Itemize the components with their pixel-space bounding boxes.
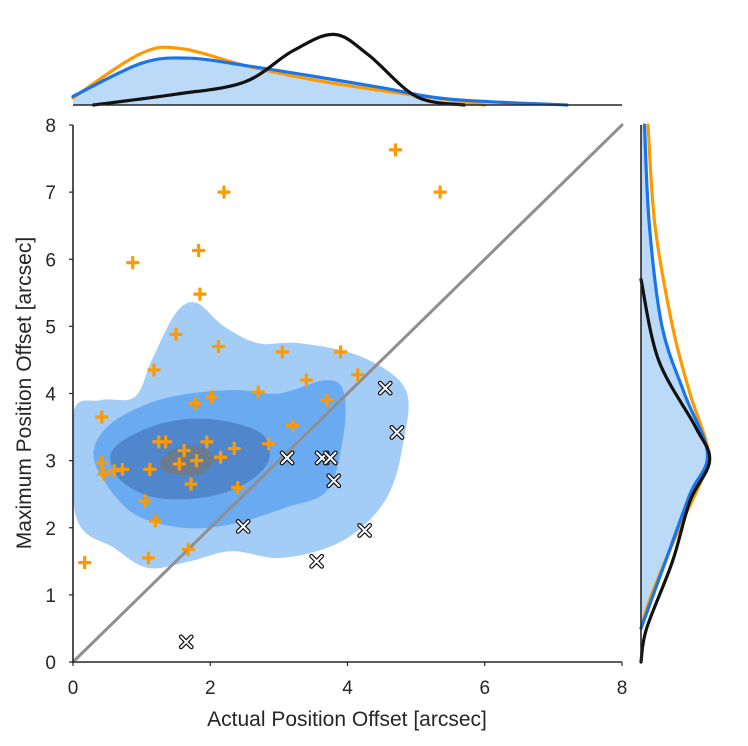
plus-marker bbox=[181, 542, 195, 556]
x-tick-label: 8 bbox=[617, 678, 628, 699]
x-marker bbox=[178, 634, 194, 650]
plus-marker bbox=[433, 185, 447, 199]
plus-marker bbox=[172, 457, 186, 471]
plus-marker bbox=[286, 419, 300, 433]
x-axis-label: Actual Position Offset [arcsec] bbox=[207, 708, 487, 731]
y-tick-label: 6 bbox=[45, 250, 56, 271]
x-tick-label: 6 bbox=[479, 678, 490, 699]
plus-marker bbox=[95, 456, 109, 470]
plus-marker bbox=[78, 556, 92, 570]
kde-contour-level-4 bbox=[159, 445, 214, 476]
y-tick-label: 5 bbox=[45, 317, 56, 338]
y-tick-label: 8 bbox=[45, 116, 56, 137]
plus-marker bbox=[184, 477, 198, 491]
plus-marker bbox=[177, 444, 191, 458]
y-axis-label: Maximum Position Offset [arcsec] bbox=[13, 237, 36, 549]
plus-marker bbox=[141, 551, 155, 565]
x-marker bbox=[322, 450, 338, 466]
right-marginal-kde bbox=[639, 123, 712, 664]
plus-marker bbox=[389, 143, 403, 157]
plus-marker bbox=[231, 480, 245, 494]
right-marginal-black-kde bbox=[639, 277, 712, 664]
plus-marker bbox=[159, 435, 173, 449]
x-tick-label: 2 bbox=[205, 678, 216, 699]
plus-marker bbox=[214, 450, 228, 464]
x-marker bbox=[235, 519, 251, 534]
y-ticks: 0 1 2 3 4 5 6 7 8 bbox=[45, 116, 73, 674]
top-marginal-blue-kde bbox=[71, 56, 569, 107]
y-tick-label: 4 bbox=[45, 385, 56, 406]
y-tick-label: 0 bbox=[45, 653, 56, 674]
plus-marker bbox=[334, 345, 348, 359]
plus-marker bbox=[188, 397, 202, 411]
plus-marker bbox=[115, 462, 129, 476]
scatter-points-layer bbox=[78, 143, 447, 650]
plus-marker bbox=[193, 287, 207, 301]
plus-marker bbox=[95, 410, 109, 424]
x-ticks: 0 2 4 6 8 bbox=[68, 662, 628, 699]
plus-marker bbox=[148, 514, 162, 528]
x-marker bbox=[326, 473, 342, 489]
plus-marker bbox=[169, 327, 183, 341]
identity-line bbox=[71, 123, 624, 664]
plus-marker bbox=[227, 442, 241, 456]
right-marginal-fill bbox=[641, 125, 708, 629]
plus-marker bbox=[200, 435, 214, 449]
plus-marker bbox=[351, 368, 365, 382]
plus-marker bbox=[192, 244, 206, 258]
x-marker bbox=[309, 553, 325, 569]
plus-marker bbox=[126, 256, 140, 270]
x-marker bbox=[389, 425, 405, 440]
y-tick-label: 2 bbox=[45, 519, 56, 540]
y-tick-label: 1 bbox=[45, 586, 56, 607]
plus-marker bbox=[320, 393, 334, 407]
plus-marker bbox=[262, 437, 276, 451]
top-marginal-kde bbox=[71, 32, 569, 107]
x-marker bbox=[279, 450, 295, 466]
y-tick-label: 7 bbox=[45, 183, 56, 204]
y-tick-label: 3 bbox=[45, 452, 56, 473]
plus-marker bbox=[217, 185, 231, 199]
x-marker bbox=[357, 523, 373, 538]
plus-marker bbox=[190, 454, 204, 468]
plus-marker bbox=[97, 467, 111, 481]
plus-marker bbox=[299, 373, 313, 387]
x-tick-label: 4 bbox=[342, 678, 353, 699]
x-tick-label: 0 bbox=[68, 678, 79, 699]
plus-marker bbox=[147, 363, 161, 377]
plus-marker bbox=[251, 385, 265, 399]
x-marker bbox=[377, 380, 393, 396]
plus-marker bbox=[138, 494, 152, 508]
top-marginal-black-kde bbox=[92, 32, 466, 107]
plus-marker bbox=[205, 390, 219, 404]
right-marginal-blue-kde bbox=[639, 123, 710, 630]
plus-marker bbox=[275, 345, 289, 359]
plus-marker bbox=[143, 462, 157, 476]
plus-marker bbox=[211, 340, 225, 354]
